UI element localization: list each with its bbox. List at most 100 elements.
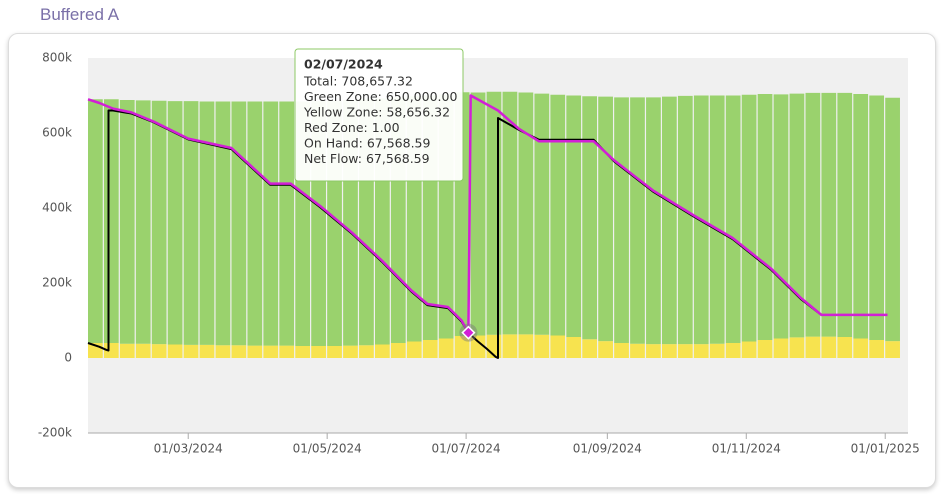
bar xyxy=(199,101,215,345)
y-tick-label: -200k xyxy=(38,426,72,440)
y-tick-label: 600k xyxy=(42,126,72,140)
bar xyxy=(773,94,789,339)
bar xyxy=(119,343,135,358)
bar xyxy=(741,94,757,342)
bar xyxy=(215,345,231,358)
bar xyxy=(311,346,326,358)
bar xyxy=(151,344,167,358)
bar xyxy=(215,101,231,346)
bar xyxy=(231,345,247,358)
y-tick-label: 0 xyxy=(64,351,72,365)
bar xyxy=(103,99,119,343)
bar xyxy=(359,345,374,358)
bar xyxy=(582,339,598,358)
bar xyxy=(343,345,358,358)
bar xyxy=(550,94,566,336)
y-tick-label: 400k xyxy=(42,201,72,215)
bar xyxy=(199,344,215,358)
bar xyxy=(837,92,853,337)
x-tick-label: 01/09/2024 xyxy=(573,442,642,456)
bar xyxy=(327,346,342,358)
bar xyxy=(183,101,199,345)
bar xyxy=(279,101,295,346)
bar xyxy=(582,96,598,340)
bar xyxy=(390,343,406,358)
bar xyxy=(295,346,311,358)
tooltip-box xyxy=(294,48,464,182)
bar xyxy=(534,334,550,358)
bar xyxy=(725,95,741,343)
bar xyxy=(119,100,135,344)
bar xyxy=(741,341,757,358)
bar xyxy=(693,344,709,358)
bar xyxy=(677,344,693,358)
bar xyxy=(88,99,103,343)
bar xyxy=(422,340,438,358)
bar xyxy=(518,92,534,335)
bar xyxy=(837,337,853,358)
x-tick-label: 01/07/2024 xyxy=(432,442,501,456)
bar xyxy=(805,336,821,358)
bar xyxy=(454,336,470,358)
bar xyxy=(470,92,486,336)
bar xyxy=(789,337,805,358)
bar xyxy=(709,343,725,358)
bar xyxy=(486,91,502,335)
bar xyxy=(566,95,582,337)
line xyxy=(87,94,888,334)
bar xyxy=(167,344,183,358)
bar xyxy=(853,338,869,358)
bar xyxy=(805,92,821,337)
bar xyxy=(406,341,422,358)
x-tick-label: 01/05/2024 xyxy=(293,442,362,456)
bar xyxy=(598,96,613,342)
bar xyxy=(167,101,183,345)
bar xyxy=(263,101,279,346)
tooltip-row: Total: 708,657.32 xyxy=(303,74,413,89)
bar xyxy=(677,95,693,345)
bar xyxy=(662,96,677,345)
bar xyxy=(773,338,789,358)
bar xyxy=(725,343,741,358)
bar xyxy=(438,338,454,358)
bar xyxy=(885,341,900,358)
bar xyxy=(598,341,613,358)
bar xyxy=(518,334,534,358)
bar xyxy=(247,345,263,358)
bar xyxy=(789,93,805,338)
tooltip-row: Net Flow: 67,568.59 xyxy=(304,151,430,166)
bar xyxy=(869,340,885,358)
bar xyxy=(614,343,629,358)
bar xyxy=(853,94,869,339)
bar xyxy=(869,95,885,340)
bar xyxy=(247,101,263,346)
bar xyxy=(231,101,247,346)
bar xyxy=(566,337,582,358)
bar xyxy=(630,97,645,344)
chart-title: Buffered A xyxy=(40,5,120,24)
tooltip-row: Yellow Zone: 58,656.32 xyxy=(303,105,450,120)
bar xyxy=(502,91,518,335)
bar xyxy=(534,93,550,335)
bar xyxy=(821,92,837,337)
bar xyxy=(614,97,629,343)
bar xyxy=(279,345,295,358)
x-tick-label: 01/01/2025 xyxy=(851,442,920,456)
bar xyxy=(821,336,837,358)
bar xyxy=(135,100,151,344)
tooltip-row: On Hand: 67,568.59 xyxy=(304,136,430,151)
bar xyxy=(757,340,773,358)
bar xyxy=(646,344,661,358)
x-tick-label: 01/03/2024 xyxy=(154,442,223,456)
bar xyxy=(646,97,661,345)
bar xyxy=(757,94,773,340)
tooltip-row: Red Zone: 1.00 xyxy=(304,120,400,135)
bar xyxy=(662,344,677,358)
bar xyxy=(263,345,279,358)
y-tick-label: 800k xyxy=(42,51,72,65)
bar xyxy=(151,100,167,345)
bar xyxy=(375,344,390,358)
bar xyxy=(630,343,645,358)
